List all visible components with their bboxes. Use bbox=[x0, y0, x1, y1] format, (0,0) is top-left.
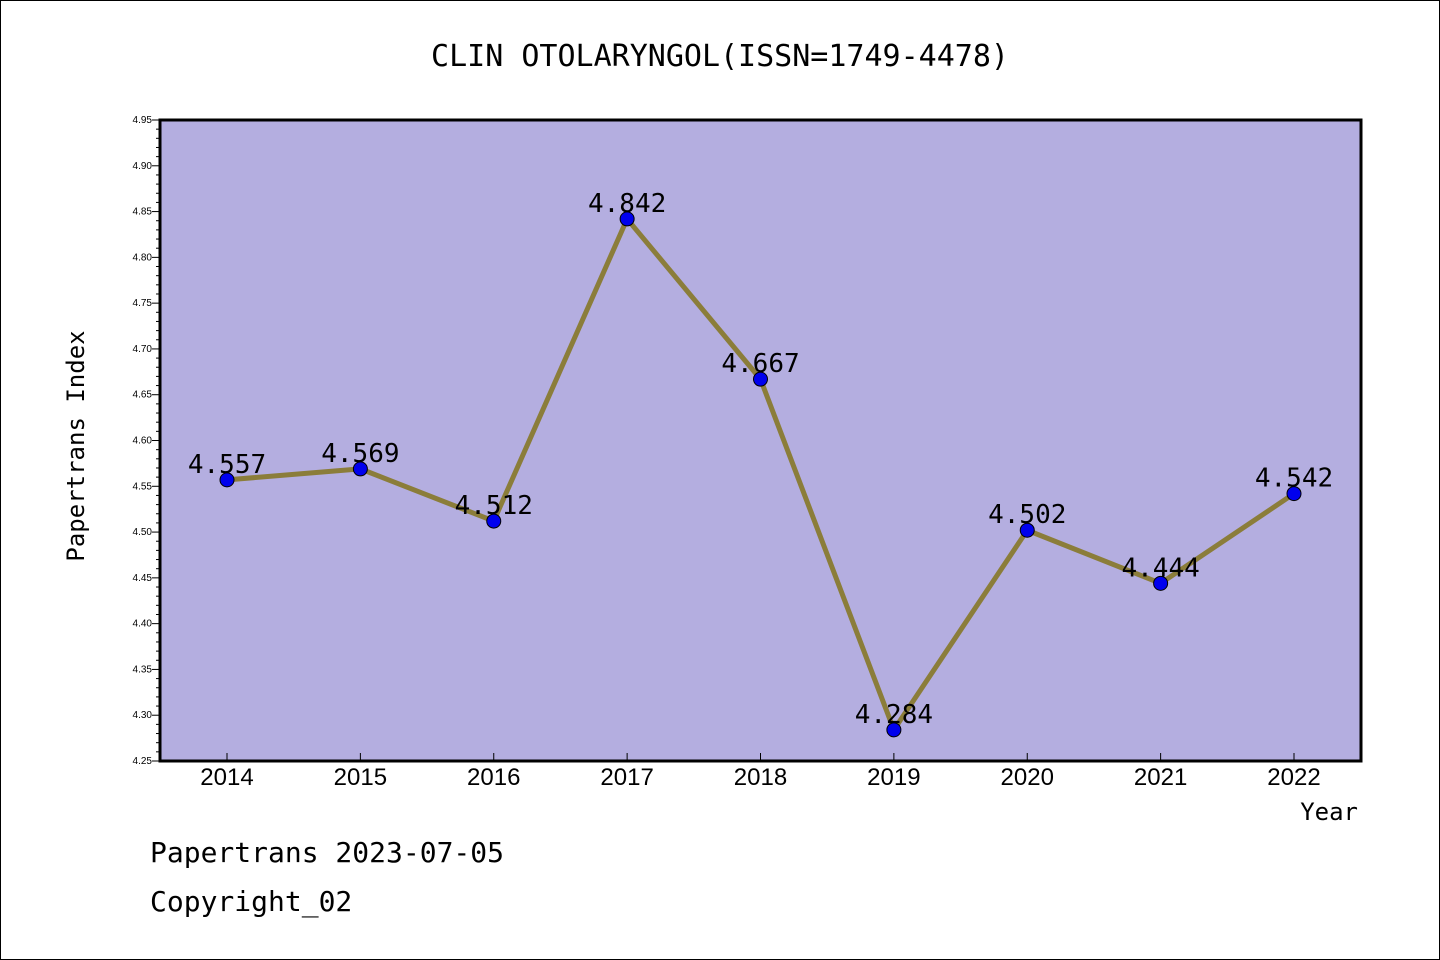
x-tick-label: 2017 bbox=[600, 764, 653, 791]
data-point bbox=[352, 461, 368, 477]
y-tick-label: 4.60 bbox=[133, 436, 153, 447]
x-tick-label: 2020 bbox=[1001, 764, 1054, 791]
y-tick-label: 4.65 bbox=[133, 390, 153, 401]
data-labels: 4.557 4.569 4.512 4.842 4.667 4.284 4.502 4.444… bbox=[188, 189, 1333, 730]
y-axis: 4.25 4.30 4.35 4.40 4.45 4.50 4.55 4.60 4.65 4.70… bbox=[133, 115, 160, 767]
y-tick-label: 4.85 bbox=[133, 207, 153, 218]
data-label: 4.542 bbox=[1255, 464, 1333, 494]
data-point bbox=[619, 211, 635, 227]
y-tick-label: 4.50 bbox=[133, 527, 153, 538]
x-tick-label: 2018 bbox=[734, 764, 787, 791]
chart-title: CLIN OTOLARYNGOL(ISSN=1749-4478) bbox=[431, 39, 1009, 74]
data-point bbox=[1153, 575, 1169, 591]
footer-date: Papertrans 2023-07-05 bbox=[150, 836, 505, 869]
x-tick-label: 2014 bbox=[200, 764, 253, 791]
data-point bbox=[1286, 486, 1302, 502]
data-markers bbox=[219, 211, 1302, 738]
data-point bbox=[486, 513, 502, 529]
y-tick-label: 4.55 bbox=[133, 481, 153, 492]
y-tick-label: 4.80 bbox=[133, 252, 153, 263]
y-tick-label: 4.90 bbox=[133, 161, 153, 172]
x-axis-label: Year bbox=[1300, 798, 1358, 826]
y-tick-label: 4.30 bbox=[133, 710, 153, 721]
footer-copyright: Copyright_02 bbox=[150, 885, 353, 918]
x-tick-label: 2021 bbox=[1134, 764, 1187, 791]
data-label: 4.444 bbox=[1121, 553, 1199, 583]
data-label: 4.667 bbox=[721, 349, 799, 379]
x-tick-label: 2015 bbox=[334, 764, 387, 791]
y-tick-label: 4.70 bbox=[133, 344, 153, 355]
y-tick-label: 4.75 bbox=[133, 298, 153, 309]
y-axis-label: Papertrans Index bbox=[62, 330, 90, 561]
x-axis: 2014 2015 2016 2017 2018 2019 2020 2021 2022 bbox=[200, 753, 1321, 791]
y-tick-label: 4.25 bbox=[133, 756, 153, 767]
data-label: 4.502 bbox=[988, 500, 1066, 530]
x-tick-label: 2016 bbox=[467, 764, 520, 791]
x-tick-label: 2019 bbox=[867, 764, 920, 791]
x-tick-label: 2022 bbox=[1267, 764, 1320, 791]
y-tick-label: 4.45 bbox=[133, 573, 153, 584]
y-tick-label: 4.40 bbox=[133, 619, 153, 630]
data-label: 4.569 bbox=[321, 439, 399, 469]
data-label: 4.557 bbox=[188, 450, 266, 480]
data-point bbox=[886, 722, 902, 738]
data-label: 4.512 bbox=[455, 491, 533, 521]
y-tick-label: 4.35 bbox=[133, 664, 153, 675]
y-tick-label: 4.95 bbox=[133, 115, 153, 126]
plot-area bbox=[158, 118, 1363, 763]
data-point bbox=[219, 472, 235, 488]
data-label: 4.284 bbox=[855, 700, 933, 730]
data-point bbox=[1019, 522, 1035, 538]
data-label: 4.842 bbox=[588, 189, 666, 219]
data-point bbox=[753, 371, 768, 387]
